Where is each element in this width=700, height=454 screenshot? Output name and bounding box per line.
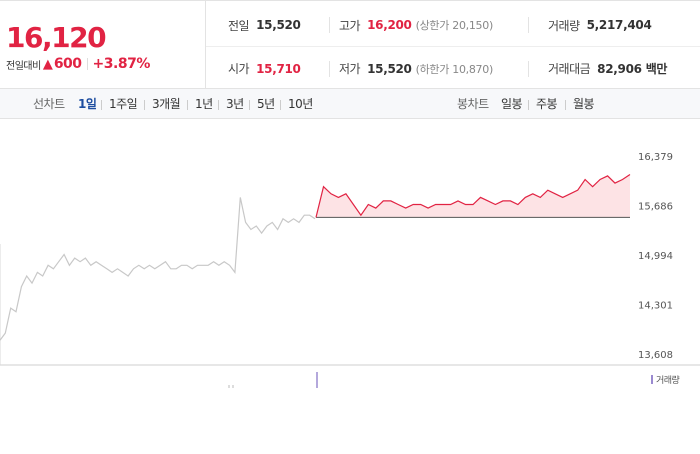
volume-legend-swatch [651, 375, 653, 384]
change-amount: 600 [53, 56, 82, 72]
low: 저가 15,520 (하한가 10,870) [339, 60, 493, 77]
period-1y[interactable]: 1년 [195, 97, 213, 111]
divider [528, 100, 529, 110]
today-price-line [315, 174, 631, 218]
y-tick-label: 13,608 [638, 350, 673, 361]
period-3m[interactable]: 3개월 [152, 97, 181, 111]
y-axis-labels: 16,379 15,686 14,994 14,301 13,608 [638, 152, 673, 361]
divider [280, 100, 281, 110]
low-value: 15,520 [367, 61, 412, 76]
series-group [0, 174, 631, 341]
period-1w[interactable]: 1주일 [109, 97, 138, 111]
volume-value: 5,217,404 [586, 18, 652, 32]
trade-amount: 거래대금 82,906 백만 [548, 60, 667, 77]
divider [101, 100, 102, 110]
divider [249, 100, 250, 110]
divider [86, 58, 88, 70]
volume: 거래량 5,217,404 [548, 17, 652, 34]
high-label: 고가 [339, 18, 361, 33]
volume-legend-label: 거래량 [656, 376, 680, 386]
price-chart: 16,379 15,686 14,994 14,301 13,608 [0, 120, 700, 450]
y-tick-label: 14,994 [638, 251, 673, 262]
divider [218, 100, 219, 110]
candle-weekly[interactable]: 주봉 [536, 97, 558, 111]
divider [329, 17, 330, 33]
quote-stats: 전일 15,520 고가 16,200 (상한가 20,150) 거래량 5,2… [206, 1, 700, 89]
today-price-area [316, 174, 630, 218]
divider [528, 61, 529, 77]
stats-row-1: 전일 15,520 고가 16,200 (상한가 20,150) 거래량 5,2… [206, 3, 700, 47]
upper-limit: (상한가 20,150) [415, 19, 494, 32]
period-3y[interactable]: 3년 [226, 97, 244, 111]
candle-monthly[interactable]: 월봉 [573, 97, 595, 111]
open: 시가 15,710 [228, 60, 301, 77]
change-label: 전일대비 [6, 60, 41, 72]
history-price-line [0, 197, 316, 341]
lower-limit: (하한가 10,870) [415, 62, 494, 76]
volume-ticks [228, 372, 318, 388]
y-tick-label: 16,379 [638, 152, 673, 163]
prev-close-value: 15,520 [256, 18, 301, 32]
candle-daily[interactable]: 일봉 [501, 97, 523, 111]
up-arrow-icon: ▲ [42, 56, 53, 72]
divider [528, 17, 529, 33]
period-10y[interactable]: 10년 [288, 97, 313, 111]
trade-amount-value: 82,906 [597, 61, 642, 76]
open-value: 15,710 [256, 61, 301, 76]
low-label: 저가 [339, 62, 361, 76]
volume-legend: 거래량 [651, 373, 680, 386]
prev-close: 전일 15,520 [228, 17, 301, 34]
period-1d[interactable]: 1일 [78, 97, 97, 111]
period-5y[interactable]: 5년 [257, 97, 275, 111]
divider [329, 61, 330, 77]
quote-summary: 16,120 전일대비 ▲ 600 +3.87% 전일 15,520 고가 16… [0, 0, 700, 89]
high-value: 16,200 [367, 18, 412, 32]
chart-period-toolbar: 선차트 1일 1주일 3개월 1년 3년 5년 10년 봉차트 일봉 주봉 월봉 [0, 89, 700, 119]
volume-label: 거래량 [548, 18, 580, 33]
change-row: 전일대비 ▲ 600 +3.87% [6, 56, 150, 72]
y-tick-label: 15,686 [638, 202, 673, 213]
divider [144, 100, 145, 110]
trade-amount-label: 거래대금 [548, 62, 591, 76]
current-price: 16,120 [6, 21, 107, 54]
high: 고가 16,200 (상한가 20,150) [339, 17, 493, 34]
trade-amount-unit: 백만 [645, 62, 668, 76]
prev-close-label: 전일 [228, 18, 250, 33]
change-percent: +3.87% [92, 56, 151, 72]
price-box: 16,120 전일대비 ▲ 600 +3.87% [0, 1, 206, 89]
open-label: 시가 [228, 62, 250, 76]
divider [565, 100, 566, 110]
stats-row-2: 시가 15,710 저가 15,520 (하한가 10,870) 거래대금 82… [206, 46, 700, 90]
candle-chart-label: 봉차트 [457, 97, 489, 111]
y-tick-label: 14,301 [638, 301, 673, 312]
line-chart-label: 선차트 [33, 97, 65, 111]
divider [187, 100, 188, 110]
price-chart-svg: 16,379 15,686 14,994 14,301 13,608 [0, 152, 700, 388]
